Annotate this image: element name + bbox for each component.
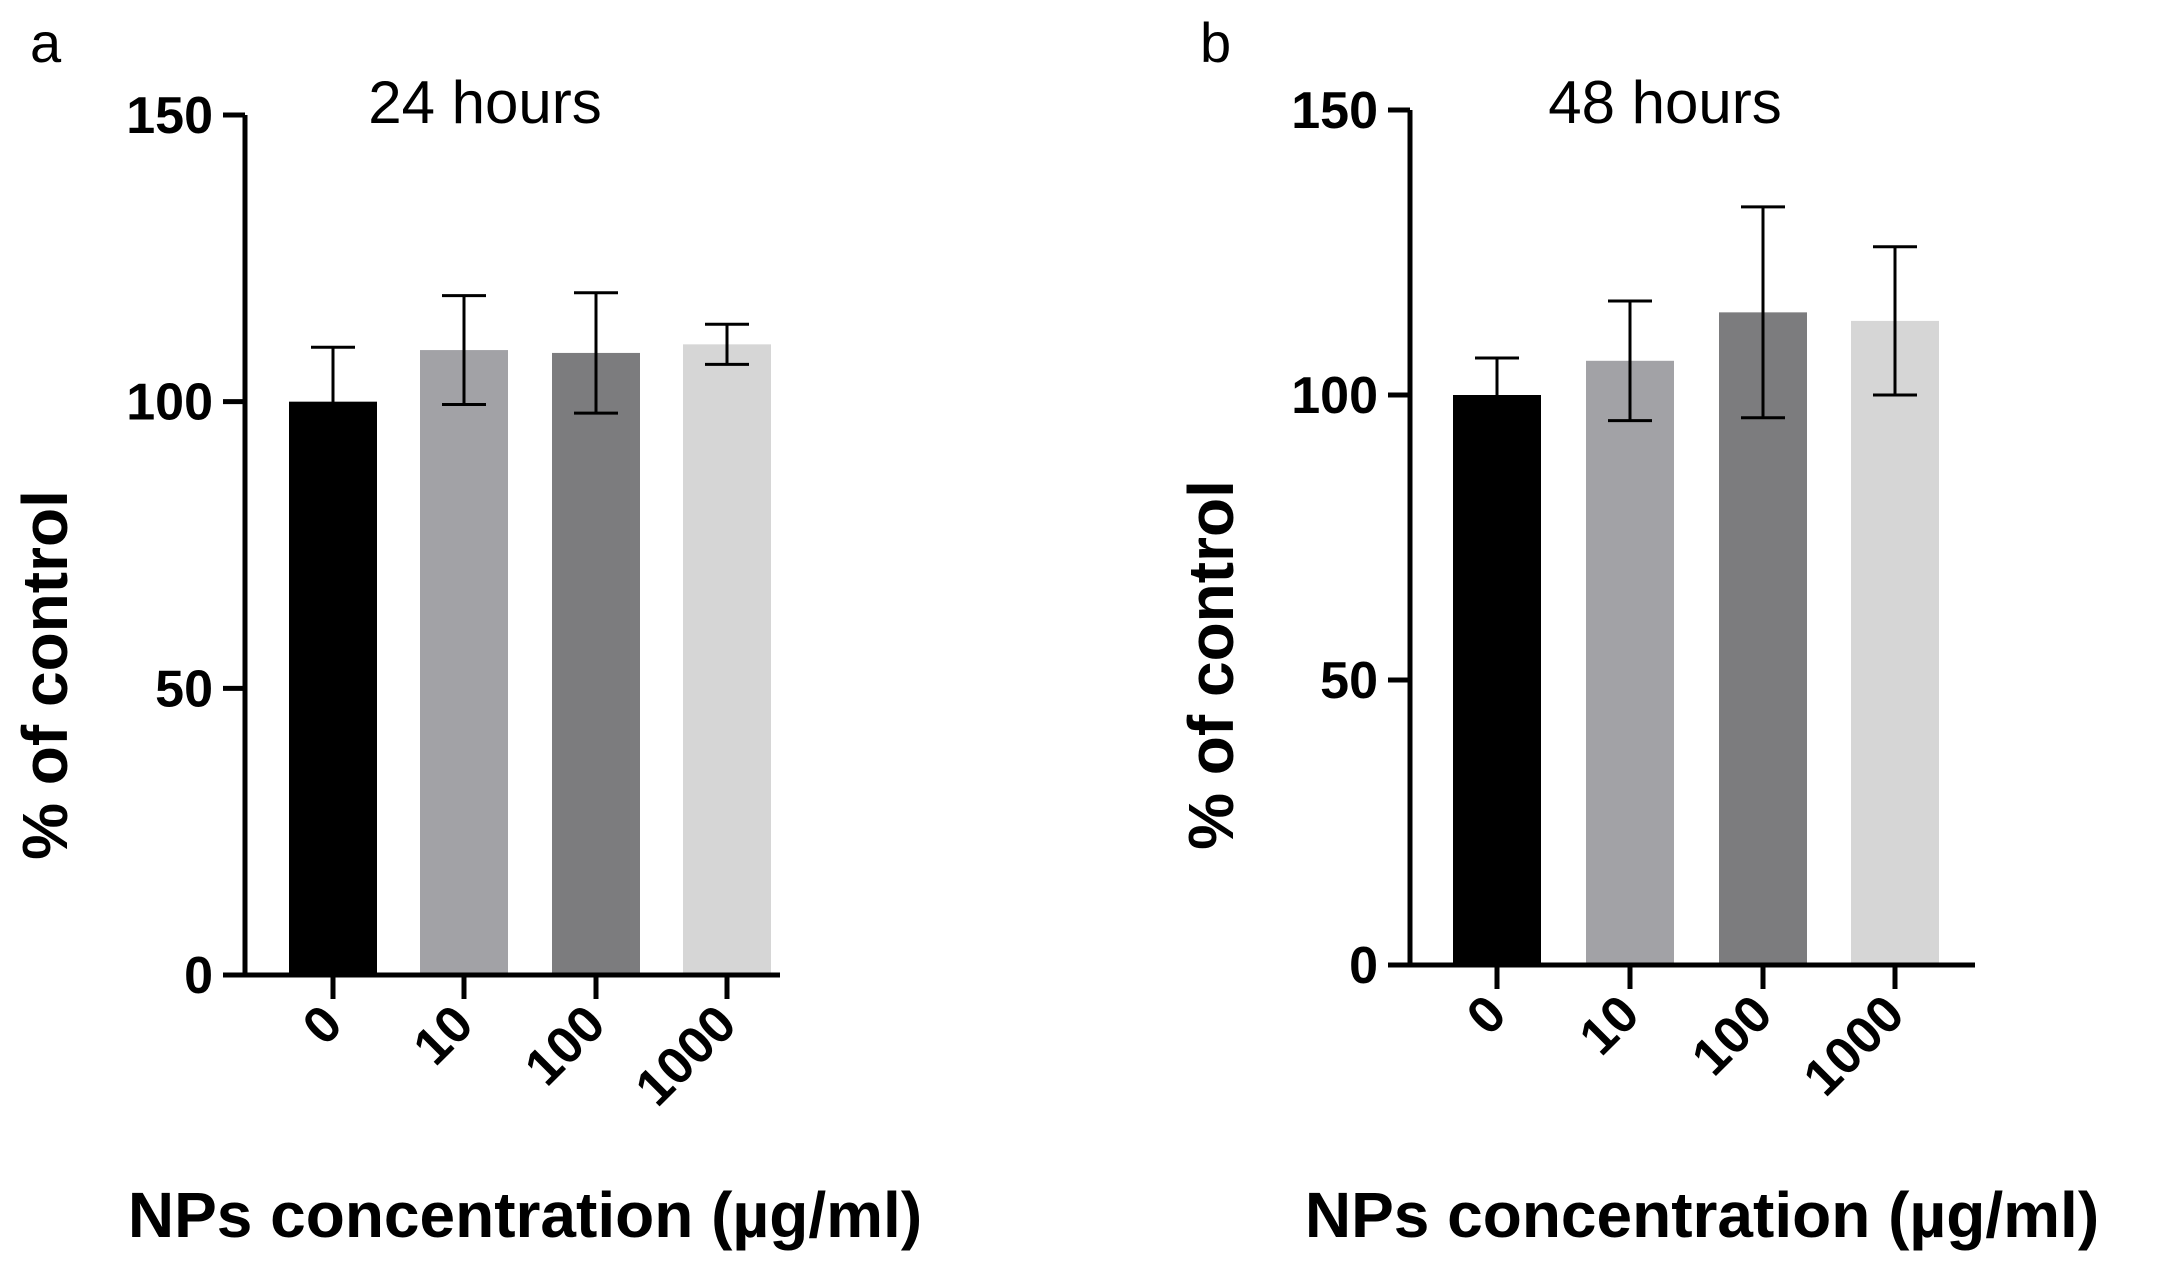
x-axis-label: NPs concentration (µg/ml)	[128, 1179, 922, 1251]
x-tick-label: 1000	[1793, 984, 1916, 1107]
bar	[1453, 395, 1541, 965]
panel-letter: b	[1200, 11, 1231, 74]
y-tick-label: 150	[126, 87, 213, 145]
x-tick-label: 0	[292, 994, 353, 1055]
error-bar	[705, 322, 749, 366]
x-axis-label: NPs concentration (µg/ml)	[1305, 1179, 2099, 1251]
y-tick-label: 50	[155, 660, 213, 718]
panel-b: b 48 hours % of control NPs concentratio…	[1175, 11, 2099, 1251]
bar	[552, 352, 640, 975]
bar	[683, 344, 771, 975]
panel-letter: a	[30, 11, 62, 74]
chart-title: 48 hours	[1548, 69, 1782, 136]
bar	[420, 350, 508, 976]
error-bar	[574, 291, 618, 415]
error-bar	[1873, 245, 1917, 397]
error-bar	[311, 345, 355, 458]
y-tick-label: 100	[126, 374, 213, 432]
y-tick-label: 50	[1320, 652, 1378, 710]
bar	[289, 401, 377, 976]
y-axis-label: % of control	[9, 490, 81, 860]
y-tick-label: 0	[1349, 937, 1378, 995]
bar	[1719, 312, 1807, 966]
x-tick-label: 1000	[625, 994, 748, 1117]
error-bar	[1741, 205, 1785, 420]
y-tick-label: 150	[1291, 82, 1378, 140]
bar	[1586, 360, 1674, 965]
panel-a: a 24 hours % of control NPs concentratio…	[9, 11, 922, 1251]
chart-title: 24 hours	[368, 69, 602, 136]
x-tick-label: 0	[1456, 984, 1517, 1045]
y-tick-label: 0	[184, 947, 213, 1005]
y-axis-label: % of control	[1175, 480, 1247, 850]
x-tick-label: 10	[1569, 984, 1651, 1066]
bar	[1851, 320, 1939, 965]
error-bar	[1608, 299, 1652, 423]
y-tick-label: 100	[1291, 367, 1378, 425]
x-tick-label: 10	[403, 994, 485, 1076]
x-tick-label: 100	[1681, 984, 1783, 1086]
error-bar	[1475, 356, 1519, 434]
error-bar	[442, 294, 486, 407]
x-tick-label: 100	[514, 994, 616, 1096]
